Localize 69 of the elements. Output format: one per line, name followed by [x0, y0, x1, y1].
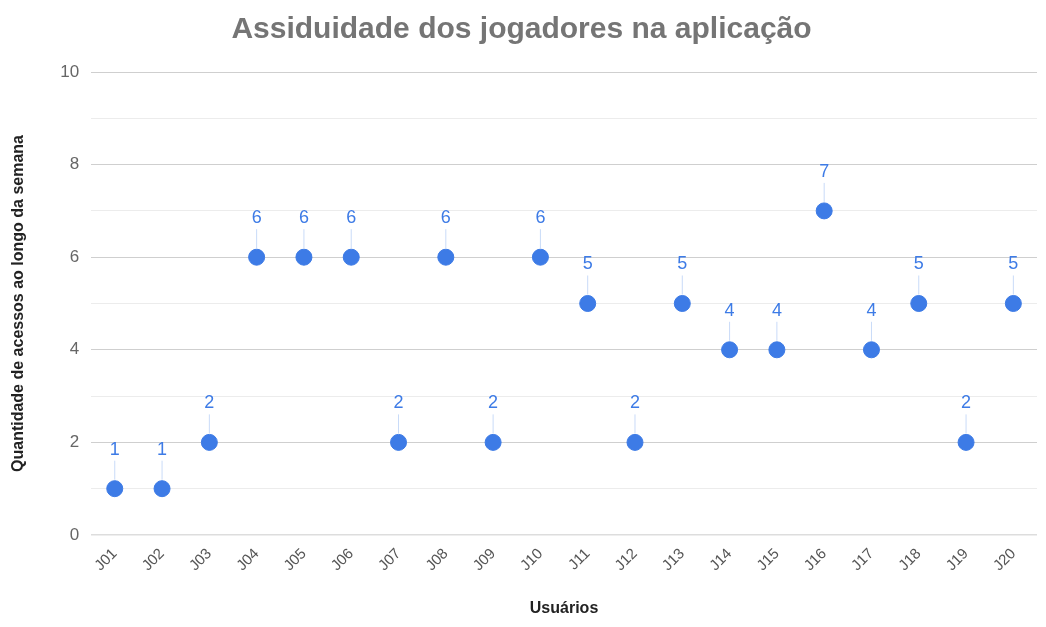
data-label: 6: [346, 207, 357, 228]
data-label: 5: [582, 253, 593, 274]
y-tick-label: 8: [69, 154, 80, 174]
point: [673, 294, 691, 312]
x-tick-label: J19: [941, 544, 972, 574]
point: [721, 341, 739, 359]
point: [437, 248, 455, 266]
point: [295, 248, 313, 266]
x-axis-title: Usuários: [529, 598, 599, 616]
point: [1004, 294, 1022, 312]
data-label: 2: [961, 392, 972, 413]
x-tick-label: J17: [847, 544, 877, 574]
x-tick-label: J12: [610, 544, 641, 574]
x-tick-label: J06: [327, 544, 357, 574]
point: [626, 433, 644, 451]
data-label: 4: [866, 299, 877, 320]
y-axis-title: Quantidade de acessos ao longo da semana: [9, 134, 27, 472]
point: [910, 294, 928, 312]
x-tick-label: J02: [137, 544, 168, 574]
data-label: 2: [488, 392, 499, 413]
data-label: 2: [629, 392, 640, 413]
point: [342, 248, 360, 266]
x-tick-label: J11: [564, 544, 593, 573]
data-label: 4: [771, 299, 782, 320]
x-tick-label: J18: [894, 544, 924, 574]
data-label: 2: [204, 392, 215, 413]
x-tick-label: J09: [469, 544, 499, 574]
data-label: 5: [677, 253, 688, 274]
data-label: 2: [393, 392, 404, 413]
data-label: 6: [251, 207, 262, 228]
x-tick-label: J15: [752, 544, 782, 574]
chart-title: Assiduidade dos jogadores na aplicação: [231, 11, 812, 45]
data-label: 1: [109, 438, 120, 459]
x-tick-label: J16: [800, 544, 830, 574]
y-tick-label: 6: [69, 246, 80, 266]
x-tick-label: J10: [516, 544, 546, 574]
y-tick-label: 10: [60, 61, 80, 81]
x-tick-label: J20: [989, 544, 1019, 574]
data-label: 5: [1008, 253, 1019, 274]
point: [862, 341, 880, 359]
data-label: 6: [298, 207, 309, 228]
point: [484, 433, 502, 451]
point: [153, 480, 171, 498]
data-label: 5: [913, 253, 924, 274]
point: [531, 248, 549, 266]
data-label: 1: [157, 438, 168, 459]
data-label: 6: [535, 207, 546, 228]
x-tick-label: J01: [90, 544, 120, 574]
point: [957, 433, 975, 451]
x-tick-label: J08: [421, 544, 451, 574]
x-tick-label: J14: [705, 544, 735, 574]
point: [248, 248, 266, 266]
y-tick-label: 2: [69, 432, 80, 452]
x-tick-label: J07: [374, 544, 404, 574]
point: [815, 202, 833, 220]
x-tick-label: J04: [232, 544, 262, 574]
data-label: 4: [724, 299, 735, 320]
x-tick-label: J03: [185, 544, 215, 574]
data-label: 6: [440, 207, 451, 228]
point: [200, 433, 218, 451]
y-tick-label: 4: [69, 339, 80, 359]
point: [106, 480, 124, 498]
point: [768, 341, 786, 359]
x-tick-label: J05: [279, 544, 309, 574]
point: [579, 294, 597, 312]
x-tick-label: J13: [658, 544, 688, 574]
data-label: 7: [819, 160, 830, 181]
y-tick-label: 0: [69, 524, 80, 544]
point: [390, 433, 408, 451]
